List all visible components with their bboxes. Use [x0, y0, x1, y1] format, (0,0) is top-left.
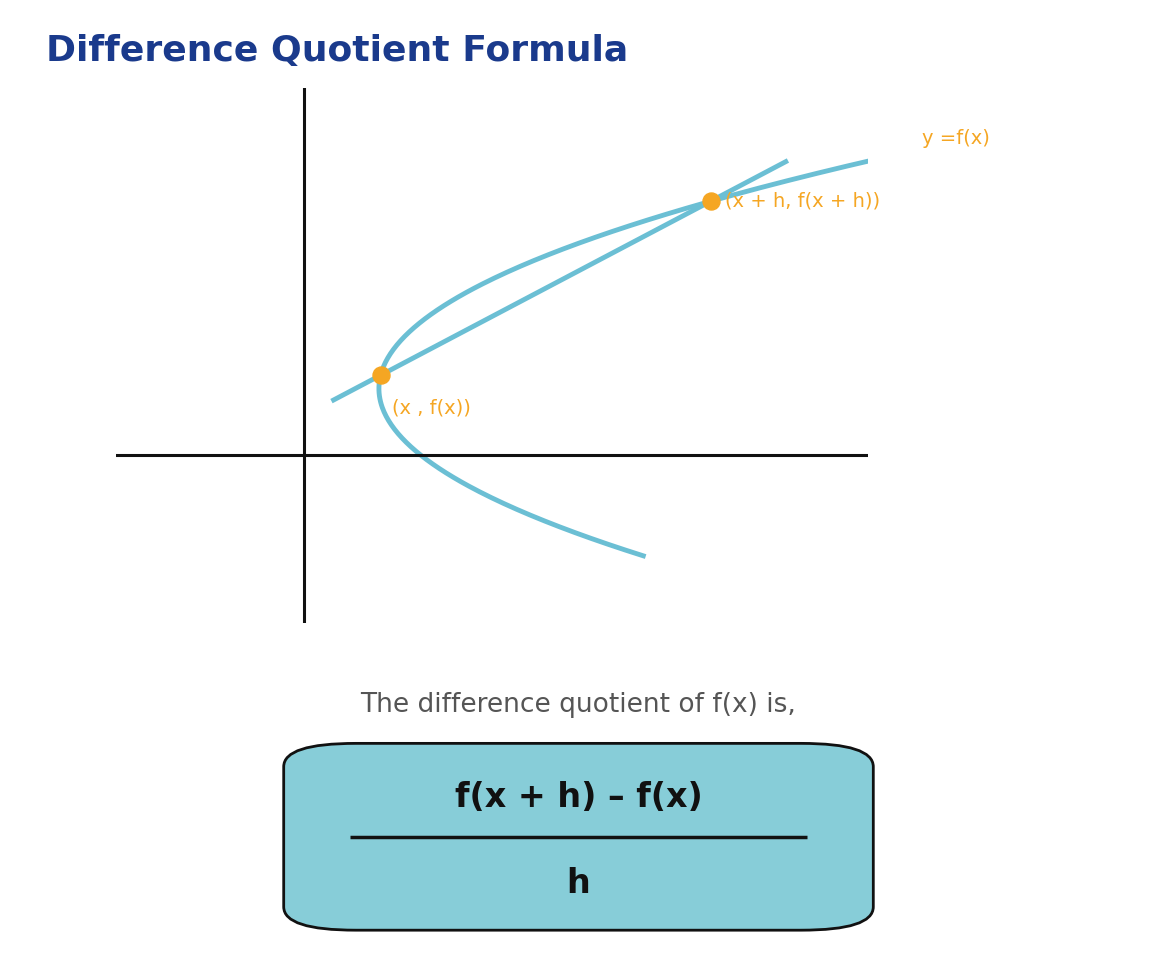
Text: Difference Quotient Formula: Difference Quotient Formula [46, 34, 628, 68]
Text: h: h [567, 867, 590, 900]
Point [371, 368, 390, 383]
Text: y =f(x): y =f(x) [922, 128, 990, 148]
FancyBboxPatch shape [283, 743, 874, 930]
Text: The difference quotient of f(x) is,: The difference quotient of f(x) is, [361, 693, 796, 718]
Text: (x , f(x)): (x , f(x)) [392, 399, 471, 417]
Point [701, 194, 720, 209]
Text: f(x + h) – f(x): f(x + h) – f(x) [455, 781, 702, 814]
Text: (x + h, f(x + h)): (x + h, f(x + h)) [724, 192, 879, 211]
